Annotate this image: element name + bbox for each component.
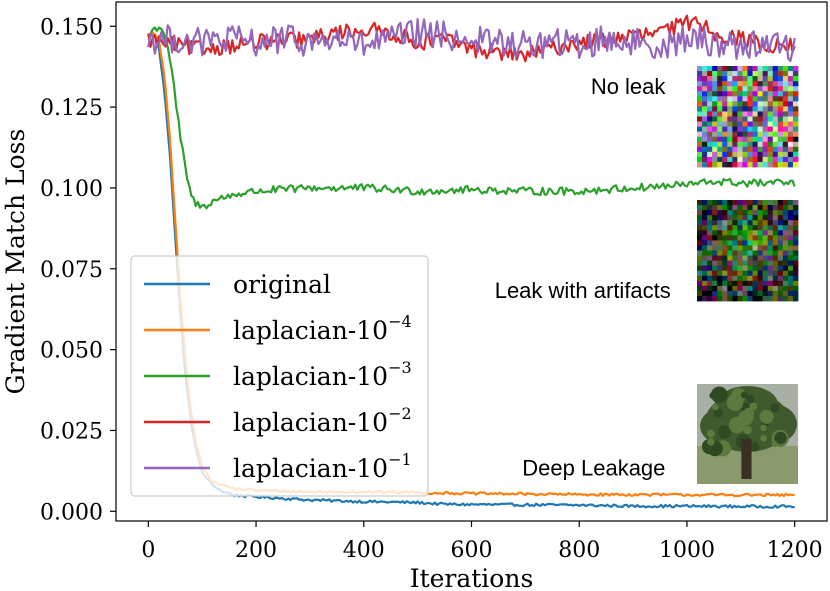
thumbnail-tree [697, 384, 798, 484]
annotations: No leak Leak with artifacts Deep Leakage [495, 74, 671, 481]
legend-entry: laplacian-10−1 [233, 450, 412, 483]
annotation-label: Deep Leakage [522, 456, 665, 481]
y-axis-label: Gradient Match Loss [1, 129, 30, 395]
y-tick-label: 0.000 [40, 500, 103, 525]
thumbnail-noisy-tree [697, 200, 799, 302]
x-tick-label: 800 [558, 538, 600, 563]
y-tick-label: 0.125 [40, 96, 103, 121]
y-tick-label: 0.075 [40, 258, 103, 283]
x-tick-label: 0 [141, 538, 155, 563]
annotation-label: Leak with artifacts [495, 278, 671, 303]
x-axis-label: Iterations [410, 564, 534, 591]
legend-entry: laplacian-10−3 [233, 358, 412, 391]
legend-entry: laplacian-10−2 [233, 404, 412, 437]
legend-box [130, 255, 429, 497]
y-tick-label: 0.025 [40, 419, 103, 444]
annotation-label: No leak [591, 74, 667, 99]
y-tick-label: 0.050 [40, 339, 103, 364]
legend-entry: original [233, 270, 331, 299]
series-line-1 [148, 31, 795, 509]
thumbnail-noise [697, 66, 799, 168]
x-tick-label: 600 [451, 538, 493, 563]
x-tick-label: 200 [235, 538, 277, 563]
x-tick-label: 400 [343, 538, 385, 563]
y-tick-label: 0.100 [40, 177, 103, 202]
series-line-3 [147, 26, 796, 210]
legend: original laplacian-10−4 laplacian-10−3 lapl… [130, 255, 429, 497]
x-tick-label: 1000 [659, 538, 715, 563]
series-line-5 [147, 17, 796, 63]
x-tick-label: 1200 [767, 538, 823, 563]
y-tick-label: 0.150 [40, 15, 103, 40]
legend-entry: laplacian-10−4 [233, 312, 412, 345]
thumbnails [697, 66, 799, 484]
series-line-4 [147, 14, 796, 63]
